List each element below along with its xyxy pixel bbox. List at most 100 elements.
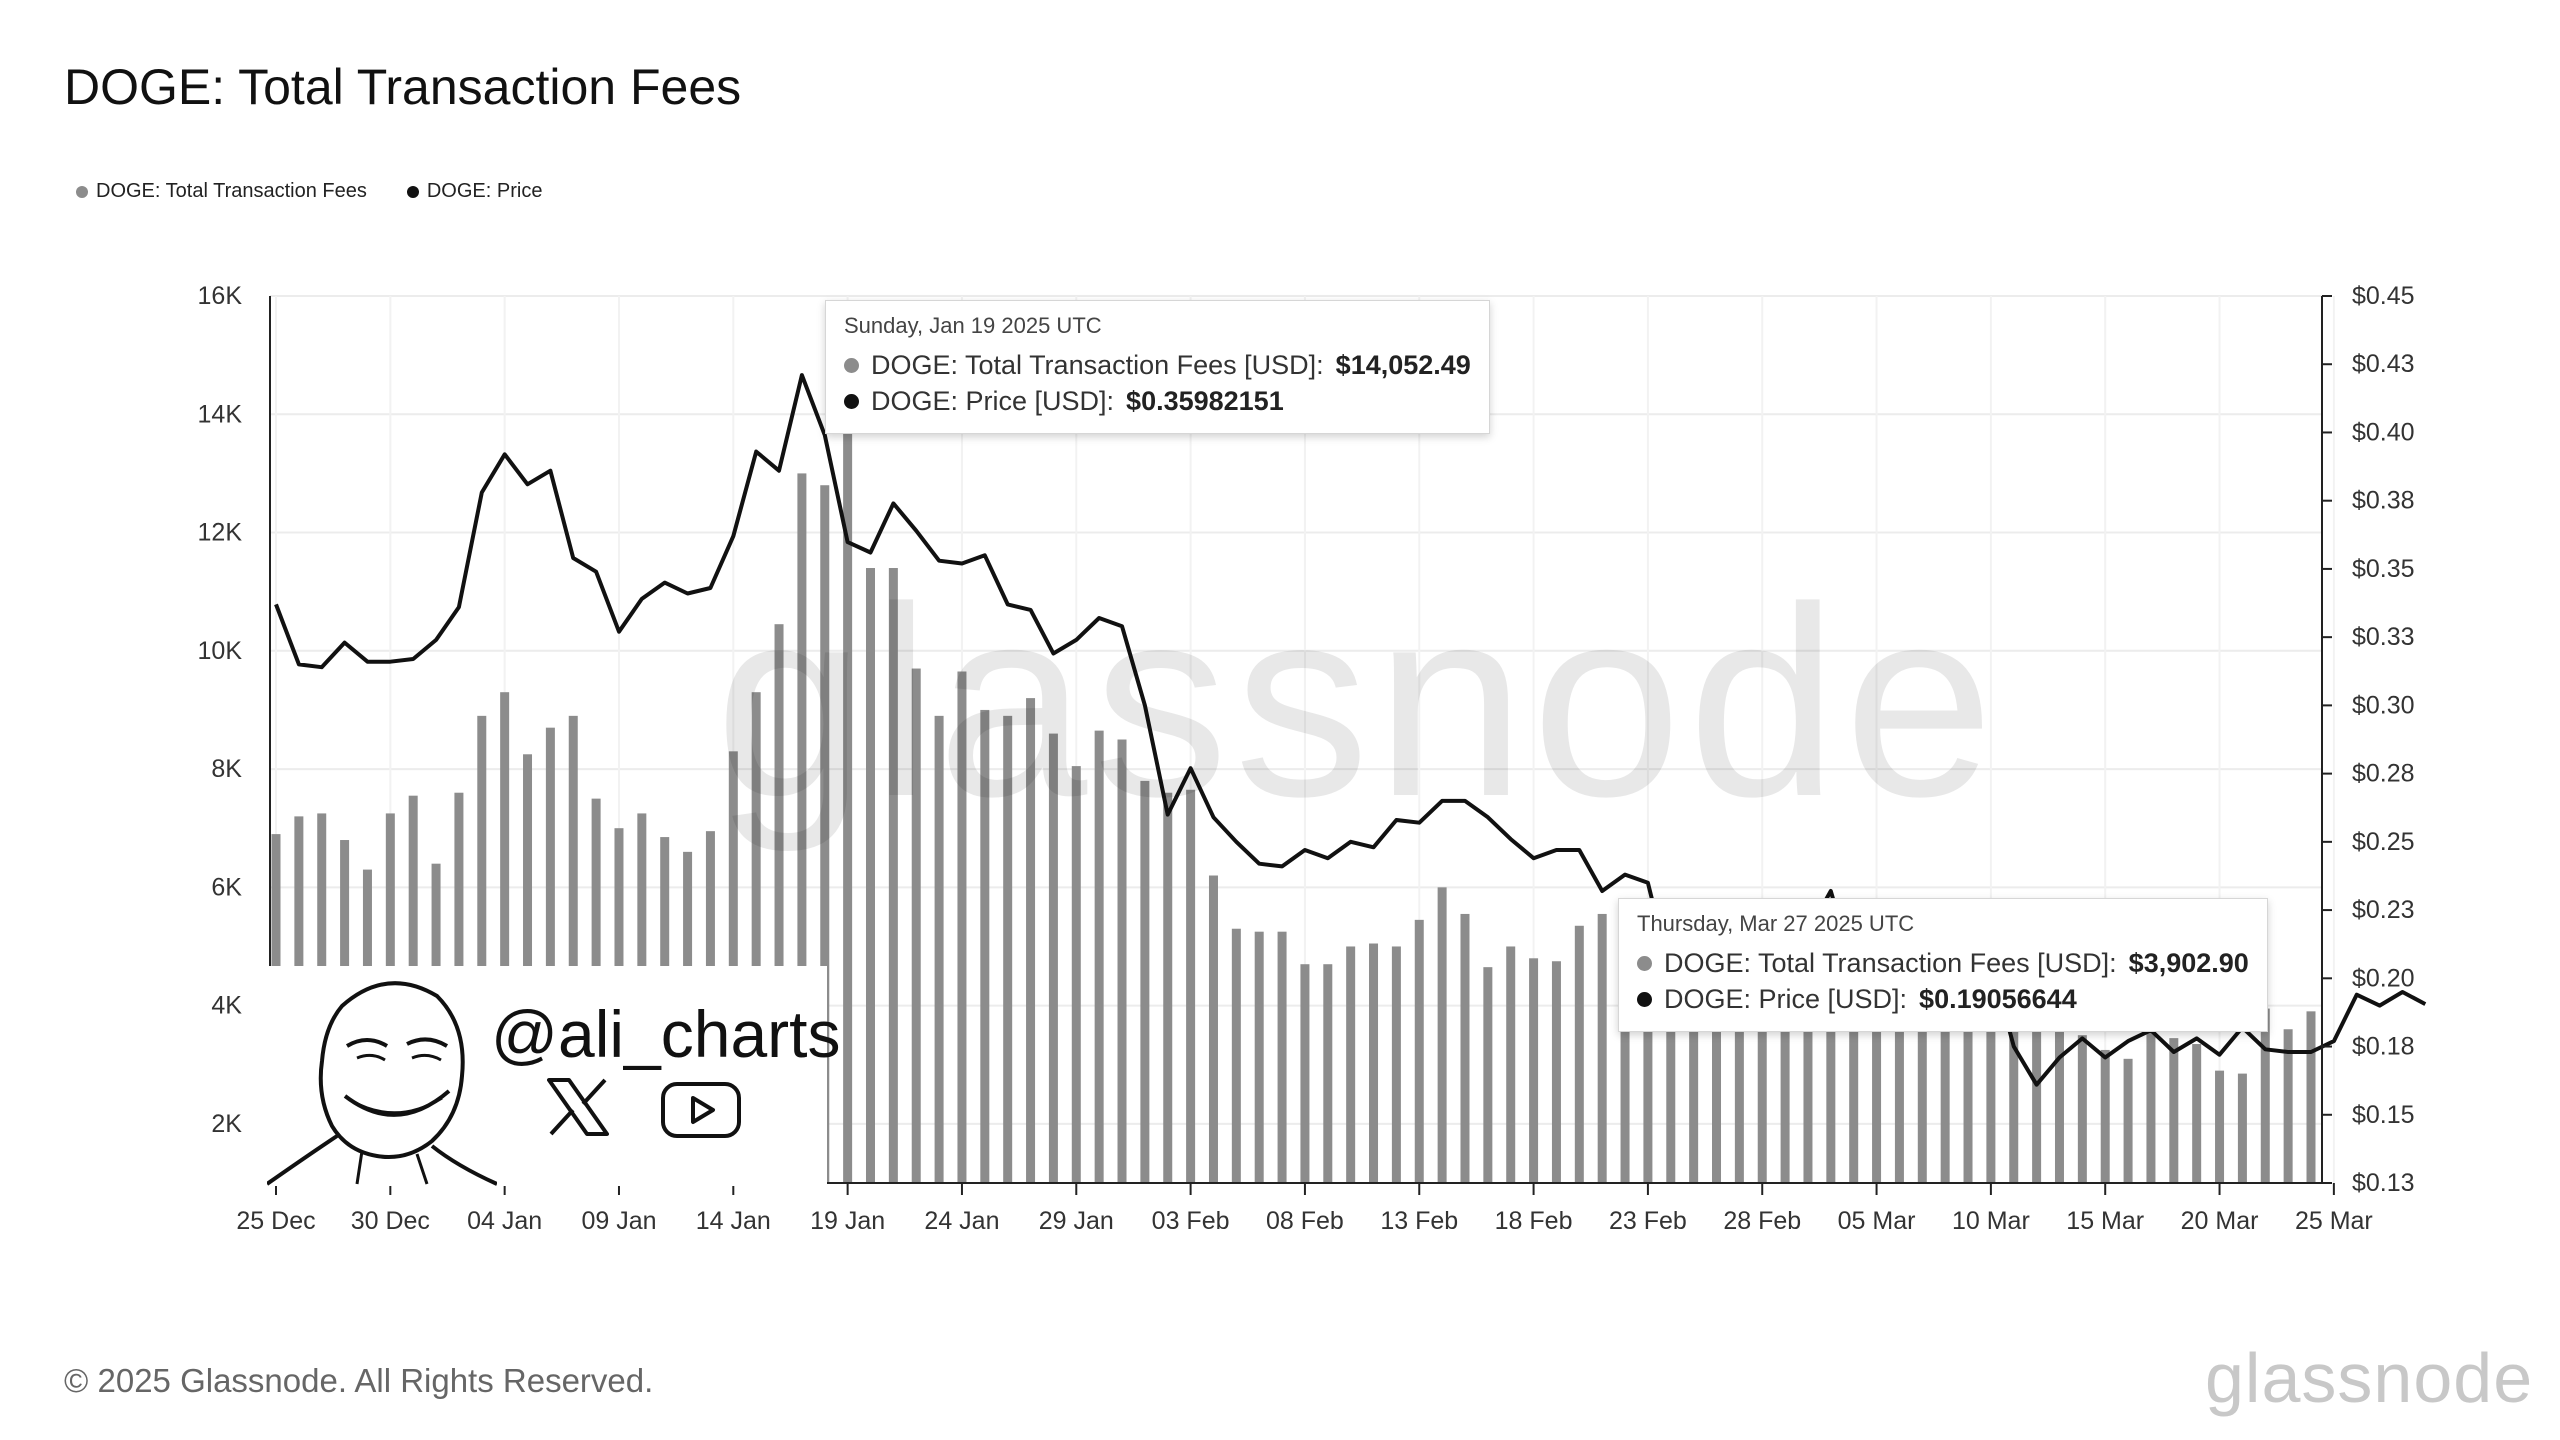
right-axis-ticks: $0.13 $0.15 $0.18 $0.20 $0.23 $0.25 $0.28 $0.30… bbox=[2322, 282, 2415, 1197]
fees-bar bbox=[1346, 946, 1356, 1183]
fees-bar bbox=[911, 668, 921, 1183]
x-icon[interactable] bbox=[547, 1078, 609, 1136]
x-tick-label: 14 Jan bbox=[696, 1207, 771, 1235]
fees-bar bbox=[1300, 964, 1310, 1183]
tooltip-price-label: DOGE: Price [USD]: bbox=[871, 386, 1115, 416]
ali-handle: @ali_charts bbox=[491, 997, 841, 1071]
legend-item-price[interactable]: DOGE: Price bbox=[406, 180, 542, 203]
fees-bar bbox=[1506, 946, 1516, 1183]
fees-bar bbox=[843, 411, 853, 1184]
fees-bar bbox=[1231, 928, 1241, 1183]
ali-charts-overlay: @ali_charts bbox=[267, 966, 840, 1186]
right-tick-label: $0.20 bbox=[2352, 964, 2415, 992]
tooltip-fees-label: DOGE: Total Transaction Fees [USD]: bbox=[1664, 948, 2117, 978]
tooltip-fees-row: DOGE: Total Transaction Fees [USD]: $14,… bbox=[844, 347, 1471, 383]
fees-bar bbox=[1391, 946, 1401, 1183]
fees-bar bbox=[500, 692, 510, 1183]
youtube-icon[interactable] bbox=[661, 1082, 741, 1138]
fees-bar bbox=[1940, 1002, 1950, 1183]
right-tick-label: $0.23 bbox=[2352, 896, 2415, 924]
fees-bar bbox=[1689, 964, 1699, 1183]
fees-bar bbox=[2100, 1049, 2110, 1183]
x-tick-label: 24 Jan bbox=[924, 1207, 999, 1235]
right-tick-label: $0.35 bbox=[2352, 555, 2415, 583]
fees-bar bbox=[2283, 1029, 2293, 1183]
fees-bar bbox=[1666, 943, 1676, 1183]
fees-bar bbox=[477, 715, 487, 1183]
price-line-group bbox=[274, 373, 2427, 1087]
fees-bar bbox=[1712, 973, 1722, 1183]
fees-bar bbox=[1826, 996, 1836, 1183]
tooltip-mar-27: Thursday, Mar 27 2025 UTC DOGE: Total Tr… bbox=[1618, 898, 2268, 1032]
x-axis-ticks: 25 Dec 30 Dec 04 Jan 09 Jan 14 Jan 19 Jan 24 J… bbox=[236, 1183, 2373, 1235]
fees-bar bbox=[934, 715, 944, 1183]
fees-bar bbox=[1803, 978, 1813, 1183]
fees-bar bbox=[2009, 1008, 2019, 1183]
fees-bar bbox=[1003, 715, 1013, 1183]
x-tick-label: 05 Mar bbox=[1838, 1207, 1916, 1235]
tooltip-fees-value: $3,902.90 bbox=[2128, 948, 2249, 978]
tooltip-fees-row: DOGE: Total Transaction Fees [USD]: $3,9… bbox=[1637, 945, 2249, 981]
legend-item-fees[interactable]: DOGE: Total Transaction Fees bbox=[76, 180, 367, 203]
x-tick-label: 15 Mar bbox=[2066, 1207, 2144, 1235]
fees-bar bbox=[1986, 993, 1996, 1183]
fees-bar bbox=[1186, 789, 1196, 1183]
tooltip-fees-marker bbox=[1637, 955, 1652, 971]
x-tick-label: 29 Jan bbox=[1039, 1207, 1114, 1235]
x-tick-label: 09 Jan bbox=[581, 1207, 656, 1235]
tooltip-jan-19: Sunday, Jan 19 2025 UTC DOGE: Total Tran… bbox=[825, 300, 1490, 434]
fees-bar bbox=[957, 671, 967, 1183]
x-tick-label: 04 Jan bbox=[467, 1207, 542, 1235]
fees-bar bbox=[1117, 739, 1127, 1183]
fees-bar bbox=[1460, 913, 1470, 1183]
fees-bar bbox=[1894, 1008, 1904, 1183]
fees-bar bbox=[1620, 937, 1630, 1183]
fees-bar bbox=[1163, 792, 1173, 1183]
left-tick-label: 12K bbox=[198, 519, 243, 547]
fees-bar bbox=[2077, 1035, 2087, 1183]
fees-bar bbox=[1277, 931, 1287, 1183]
fees-bar bbox=[980, 709, 990, 1183]
tooltip-fees-label: DOGE: Total Transaction Fees [USD]: bbox=[871, 350, 1324, 380]
x-tick-label: 28 Feb bbox=[1723, 1207, 1801, 1235]
x-tick-label: 30 Dec bbox=[351, 1207, 430, 1235]
tooltip-fees-value: $14,052.49 bbox=[1335, 350, 1471, 380]
x-tick-label: 19 Jan bbox=[810, 1207, 885, 1235]
fees-bar bbox=[888, 568, 898, 1183]
fees-bar bbox=[1574, 925, 1584, 1183]
tooltip-price-row: DOGE: Price [USD]: $0.35982151 bbox=[844, 383, 1471, 419]
fees-bar bbox=[1872, 987, 1882, 1183]
fees-bar bbox=[1780, 973, 1790, 1183]
tooltip-date: Sunday, Jan 19 2025 UTC bbox=[844, 313, 1102, 338]
fees-bar bbox=[545, 727, 555, 1183]
x-tick-label: 23 Feb bbox=[1609, 1207, 1687, 1235]
page-title: DOGE: Total Transaction Fees bbox=[64, 59, 742, 115]
footer-logo: glassnode bbox=[2205, 1339, 2534, 1417]
fees-bar bbox=[1963, 996, 1973, 1183]
tooltip-price-marker bbox=[1637, 991, 1652, 1007]
tooltip-price-marker bbox=[844, 393, 859, 409]
fees-bar bbox=[1140, 780, 1150, 1183]
fees-bar bbox=[1734, 981, 1744, 1183]
tooltip-price-value: $0.19056644 bbox=[1919, 984, 2077, 1014]
fees-bar bbox=[1757, 952, 1767, 1183]
footer-copyright: © 2025 Glassnode. All Rights Reserved. bbox=[64, 1362, 654, 1399]
right-tick-label: $0.25 bbox=[2352, 828, 2415, 856]
left-tick-label: 14K bbox=[198, 400, 243, 428]
right-tick-label: $0.28 bbox=[2352, 760, 2415, 788]
x-tick-label: 13 Feb bbox=[1380, 1207, 1458, 1235]
left-tick-label: 16K bbox=[198, 282, 243, 310]
left-tick-label: 8K bbox=[211, 755, 242, 783]
fees-bar bbox=[1323, 964, 1333, 1183]
fees-bar bbox=[1048, 733, 1058, 1183]
left-tick-label: 2K bbox=[211, 1110, 242, 1138]
legend-marker-price bbox=[406, 185, 419, 198]
fees-bar bbox=[751, 692, 761, 1183]
right-tick-label: $0.40 bbox=[2352, 418, 2415, 446]
fees-bar bbox=[1094, 730, 1104, 1183]
fees-bar bbox=[568, 715, 578, 1183]
fees-bar bbox=[1414, 919, 1424, 1183]
fees-bar bbox=[1597, 913, 1607, 1183]
fees-bar bbox=[1529, 958, 1539, 1183]
